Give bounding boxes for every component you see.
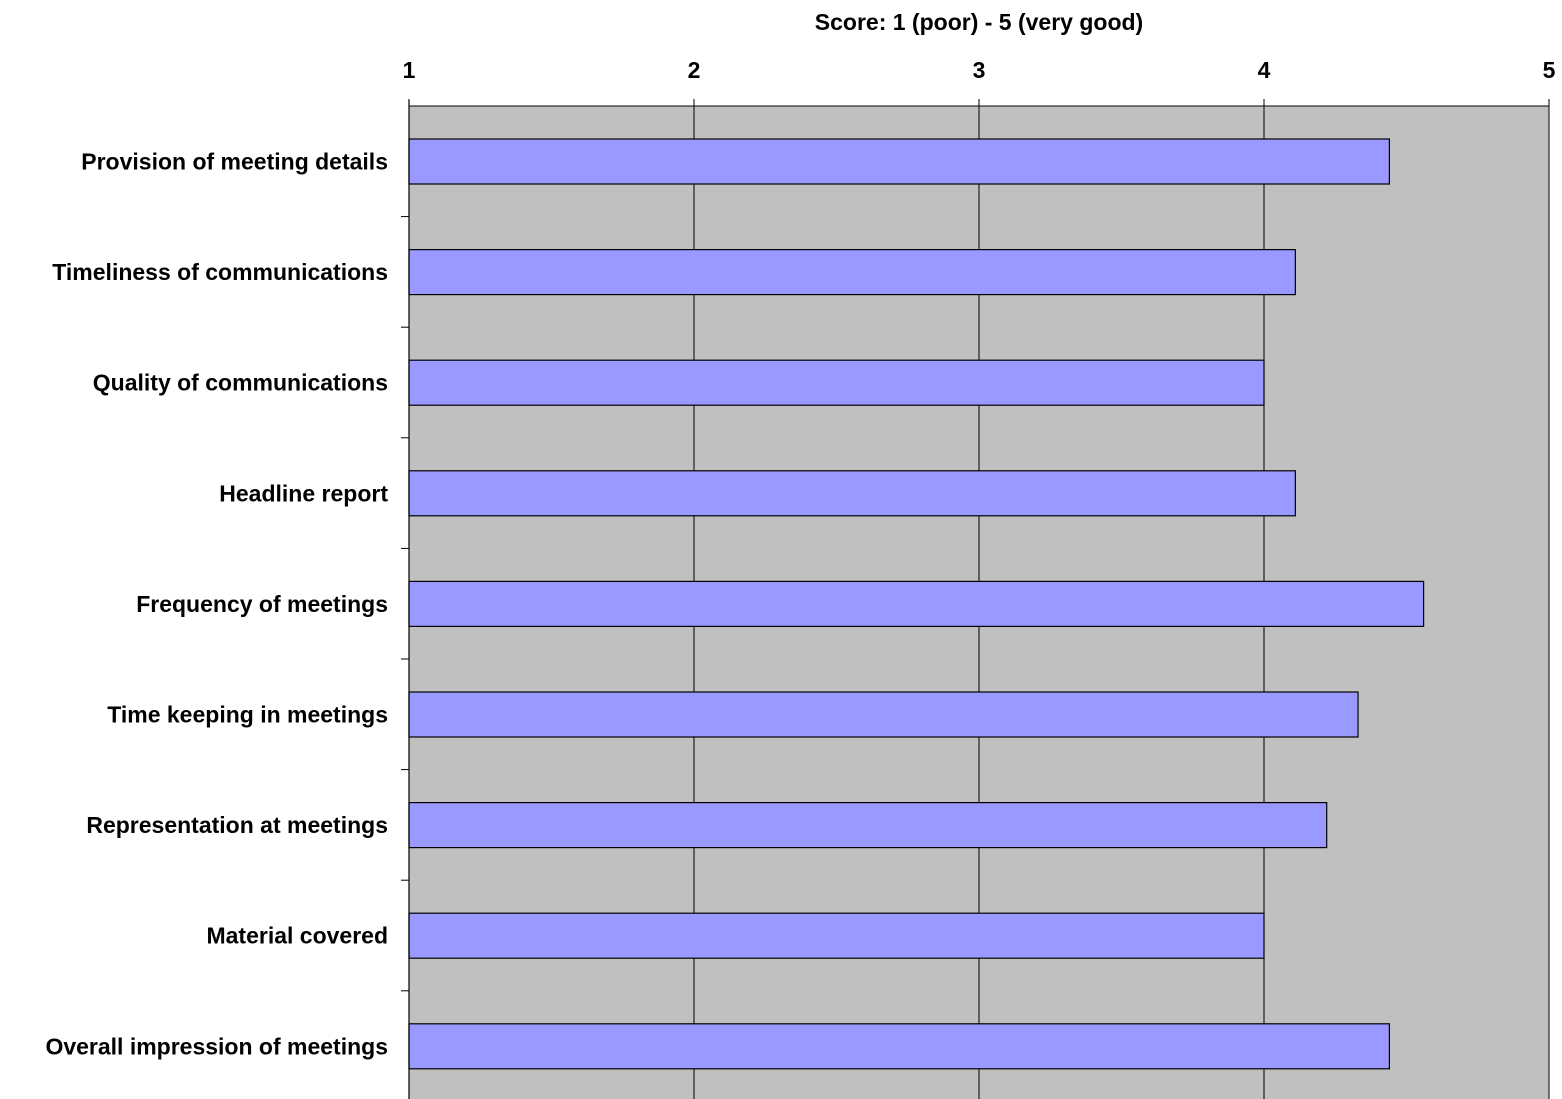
category-label: Time keeping in meetings [107,702,388,728]
bar [408,470,1296,517]
category-labels: Provision of meeting details Timeliness o… [45,149,388,1060]
bars [408,138,1425,1070]
bar [408,801,1328,849]
category-label: Quality of communications [93,370,388,396]
bar [408,1023,1391,1070]
x-tick-label: 1 [403,57,416,83]
x-tick-label: 4 [1258,57,1271,83]
x-tick-label: 3 [973,57,986,83]
category-label: Timeliness of communications [52,259,388,285]
bar [408,912,1265,959]
bar [408,359,1265,406]
category-label: Provision of meeting details [81,149,388,175]
bar [408,580,1425,628]
axes [401,99,1550,1099]
category-label: Headline report [219,480,388,506]
category-label: Material covered [206,923,388,949]
bar [408,691,1359,738]
category-label: Frequency of meetings [136,591,388,617]
x-axis-title: Score: 1 (poor) - 5 (very good) [815,9,1143,35]
x-tick-label: 5 [1543,57,1556,83]
bar [408,249,1296,296]
x-tick-label: 2 [688,57,701,83]
category-label: Representation at meetings [86,812,388,838]
category-label: Overall impression of meetings [45,1033,388,1059]
bar [408,138,1391,185]
x-tick-labels: 1 2 3 4 5 [403,57,1556,83]
